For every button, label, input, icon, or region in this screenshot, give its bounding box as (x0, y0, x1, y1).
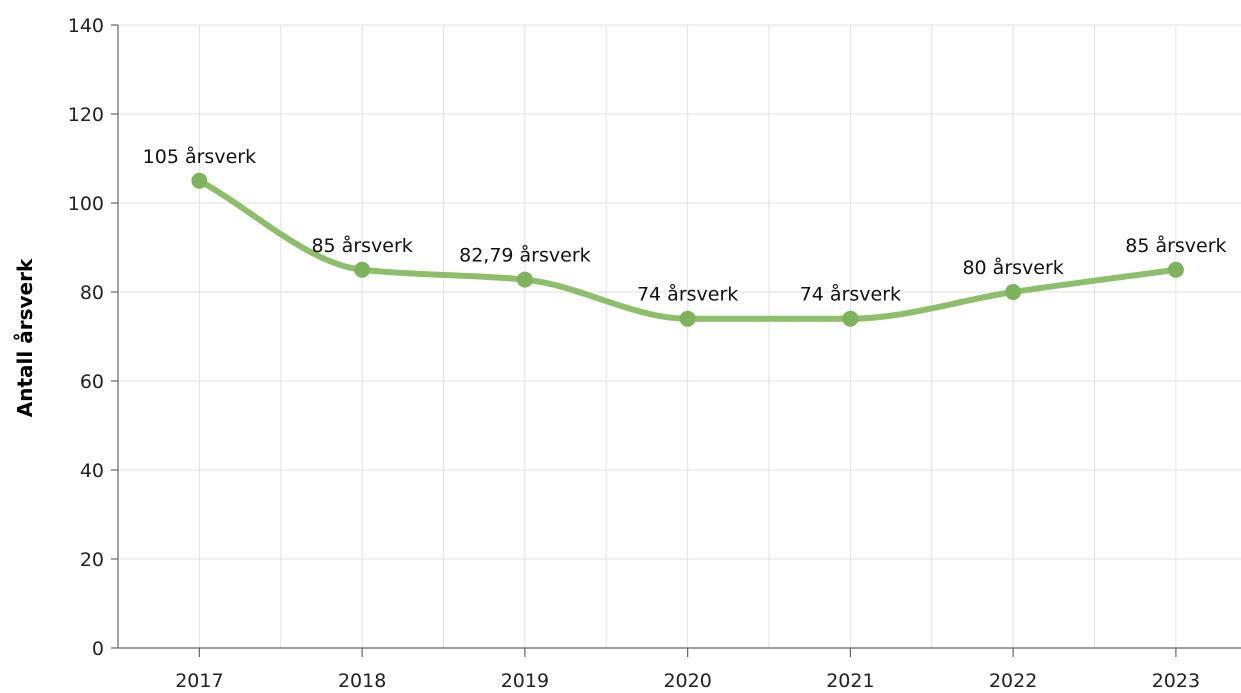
data-label-2021: 74 årsverk (800, 283, 901, 306)
x-tick-label: 2018 (338, 670, 386, 692)
data-label-2019: 82,79 årsverk (459, 244, 591, 267)
axes: 0 20 40 60 80 100 120 140 2017 2018 2019 2020 2021 20… (68, 15, 1241, 692)
y-tick-label: 40 (80, 460, 104, 482)
y-tick-label: 60 (80, 371, 104, 393)
data-label-2022: 80 årsverk (962, 256, 1063, 279)
x-tick-label: 2023 (1152, 670, 1200, 692)
y-tick-label: 0 (92, 638, 104, 660)
data-points (191, 172, 1184, 327)
y-tick-label: 140 (68, 15, 104, 37)
gridlines (118, 24, 1241, 648)
data-label-2018: 85 årsverk (311, 234, 412, 257)
data-point-2023[interactable] (1167, 261, 1184, 278)
y-tick-label: 20 (80, 549, 104, 571)
x-tick-label: 2019 (501, 670, 549, 692)
y-tick-label: 100 (68, 193, 104, 215)
x-tick-label: 2021 (826, 670, 874, 692)
data-label-2017: 105 årsverk (143, 145, 256, 168)
data-point-2020[interactable] (679, 310, 696, 327)
x-tick-label: 2020 (663, 670, 711, 692)
y-tick-label: 120 (68, 104, 104, 126)
x-tick-label: 2017 (175, 670, 223, 692)
y-axis-title: Antall årsverk (13, 258, 37, 417)
y-tick-label: 80 (80, 282, 104, 304)
data-point-2022[interactable] (1005, 284, 1022, 300)
x-tick-label: 2022 (989, 670, 1037, 692)
data-label-2020: 74 årsverk (637, 283, 738, 306)
data-labels: 105 årsverk 85 årsverk 82,79 årsverk 74 års… (143, 145, 1227, 306)
data-label-2023: 85 årsverk (1125, 234, 1226, 257)
data-point-2017[interactable] (191, 172, 208, 189)
data-point-2019[interactable] (516, 271, 533, 288)
data-point-2018[interactable] (354, 261, 371, 278)
data-point-2021[interactable] (842, 310, 859, 327)
